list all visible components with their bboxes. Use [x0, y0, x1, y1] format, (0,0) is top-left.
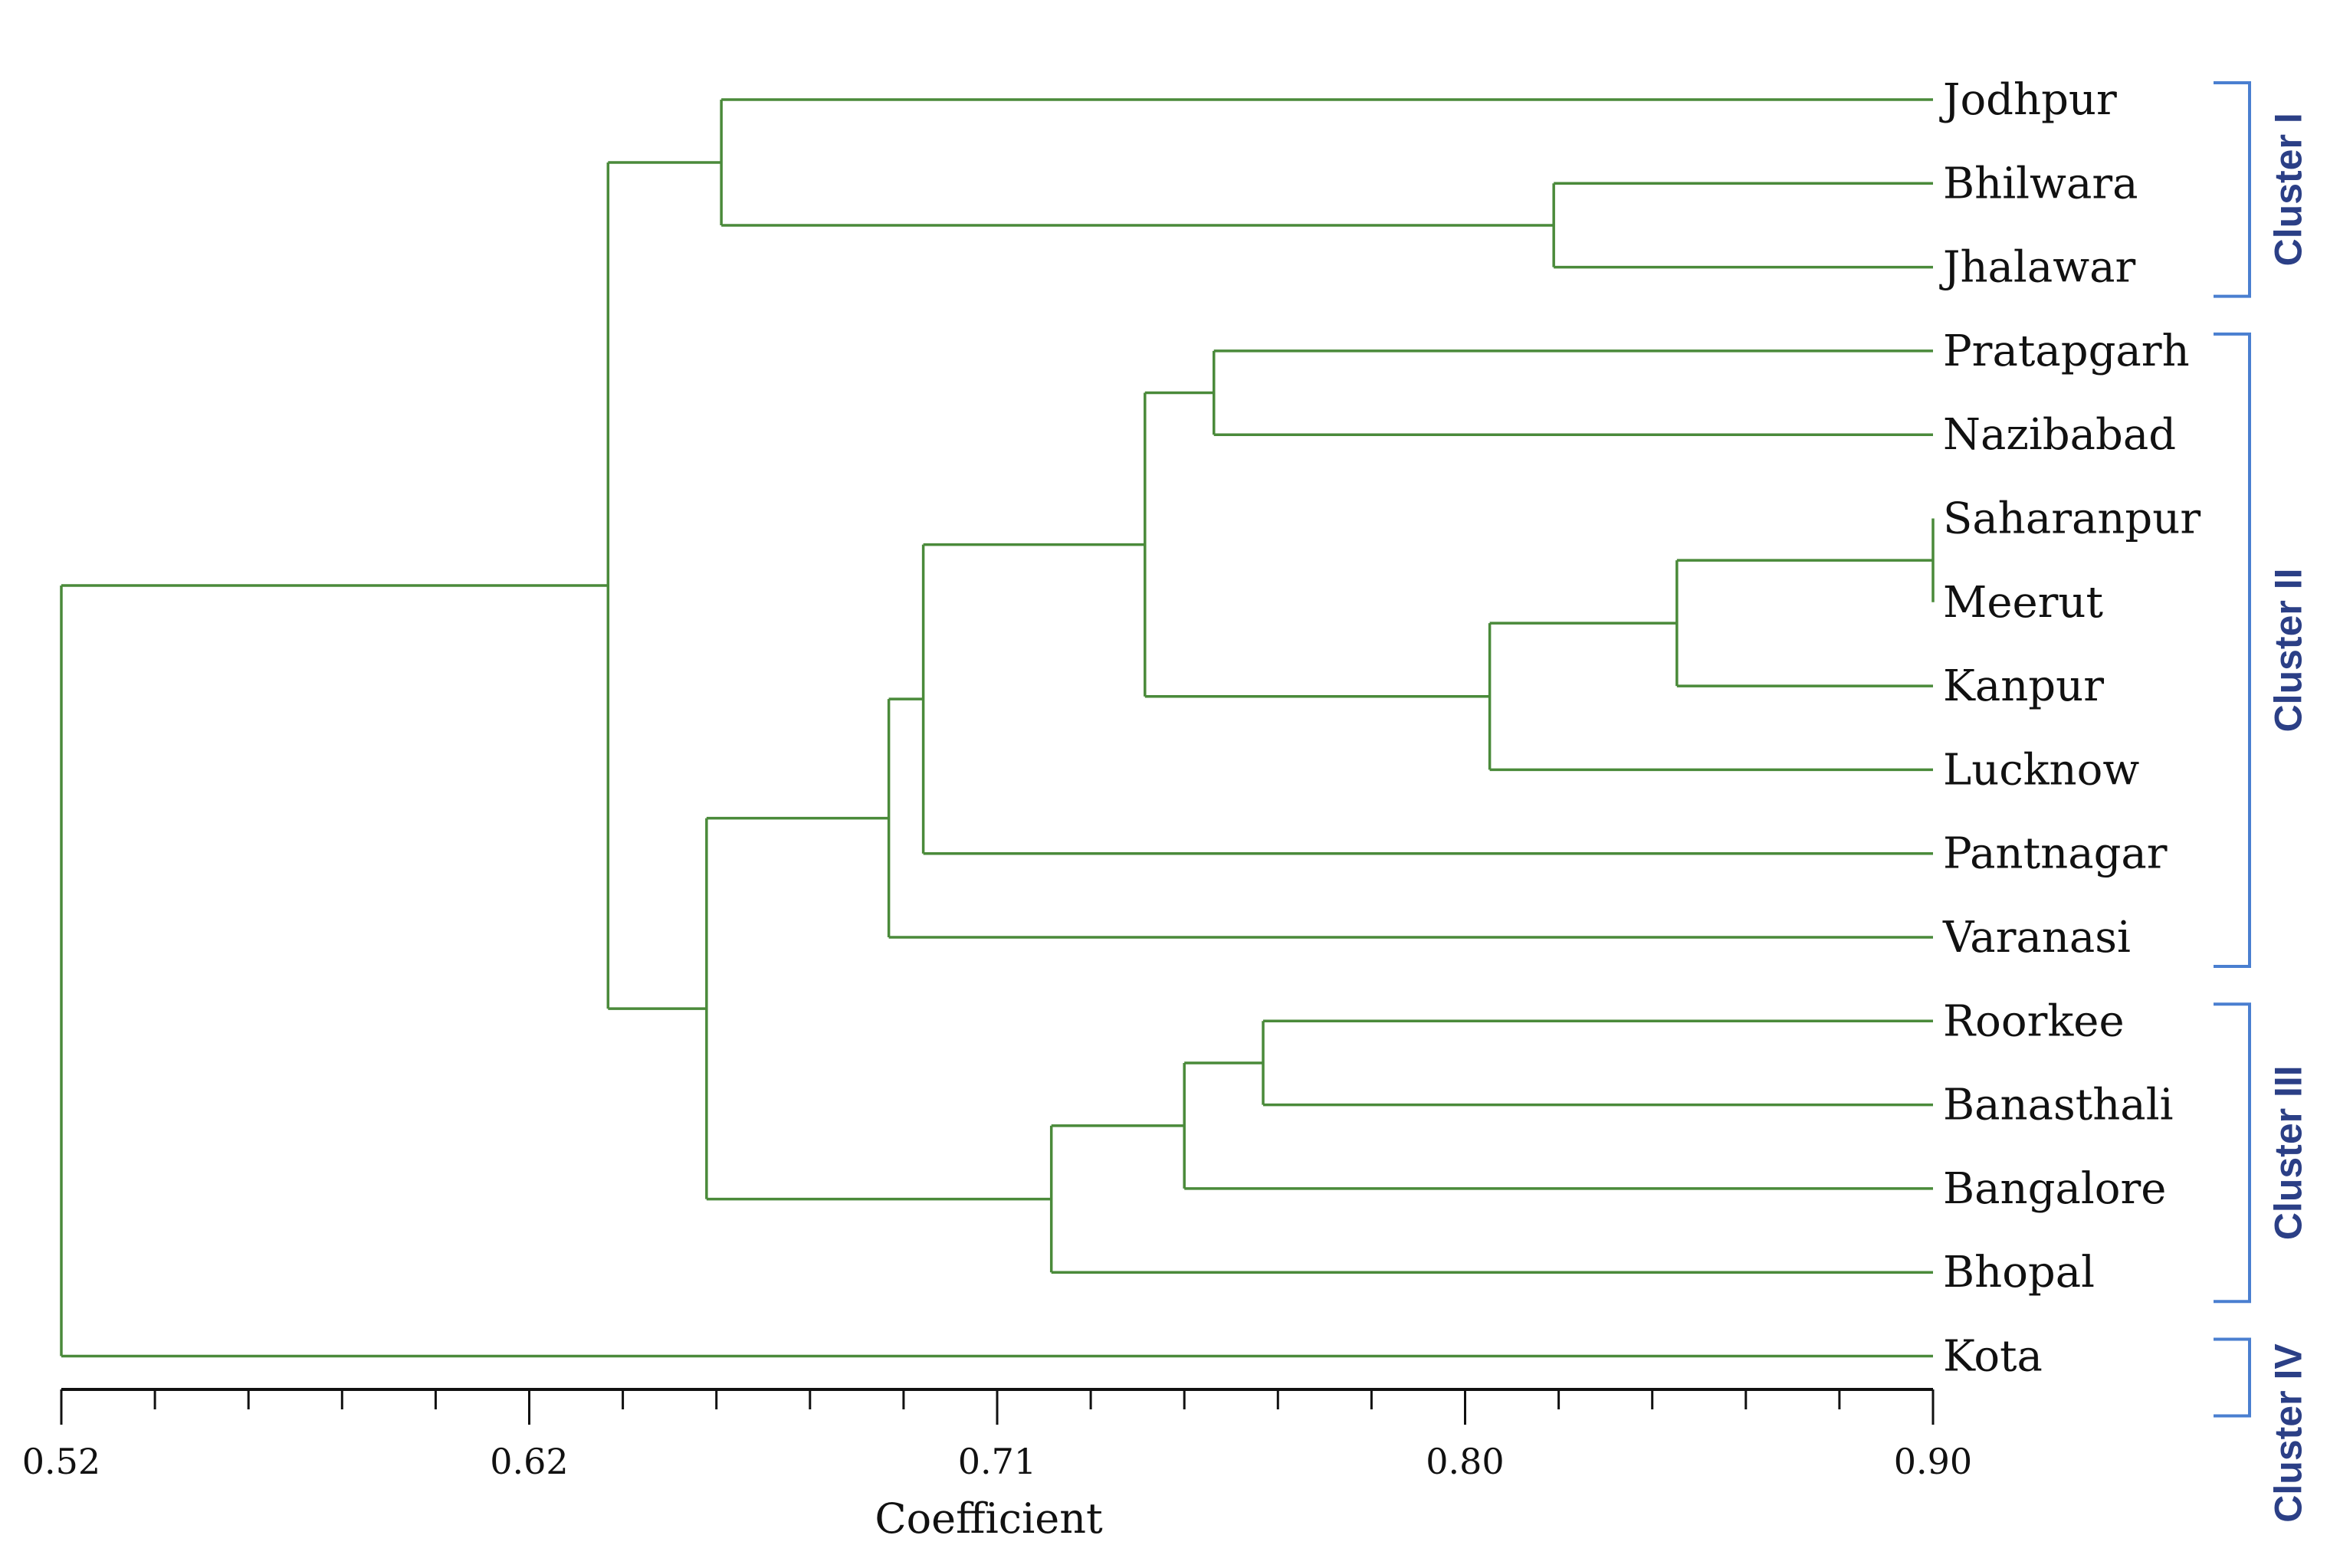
leaf-labels: Jodhpur Bhilwara Jhalawar Pratapgarh Nazibab…	[1939, 75, 2201, 1382]
cluster-label-4: Cluster IV	[2267, 1343, 2310, 1523]
leaf-label-banasthali: Banasthali	[1943, 1081, 2174, 1130]
cluster-bracket-2	[2214, 332, 2251, 968]
x-tick-label-0.71: 0.71	[958, 1441, 1036, 1482]
leaf-label-bangalore: Bangalore	[1943, 1164, 2166, 1214]
cluster-bracket-4	[2214, 1337, 2251, 1418]
cluster-brackets: Cluster I Cluster II Cluster III Cluster IV	[2214, 81, 2310, 1523]
cluster-bracket-3	[2214, 1002, 2251, 1304]
leaf-label-pantnagar: Pantnagar	[1943, 829, 2168, 879]
leaf-label-jhalawar: Jhalawar	[1939, 243, 2136, 293]
leaf-label-bhopal: Bhopal	[1943, 1248, 2095, 1297]
cluster-label-3: Cluster III	[2267, 1065, 2310, 1240]
dendrogram-branches	[60, 98, 1935, 1358]
leaf-label-nazibabad: Nazibabad	[1943, 410, 2176, 460]
leaf-label-saharanpur: Saharanpur	[1943, 494, 2201, 544]
leaf-label-roorkee: Roorkee	[1943, 996, 2125, 1046]
x-tick-label-0.52: 0.52	[22, 1441, 100, 1482]
leaf-label-meerut: Meerut	[1943, 578, 2103, 628]
leaf-label-lucknow: Lucknow	[1943, 745, 2139, 795]
leaf-label-kota: Kota	[1943, 1332, 2043, 1382]
x-axis-title: Coefficient	[875, 1494, 1103, 1543]
cluster-label-1: Cluster I	[2267, 113, 2310, 266]
cluster-bracket-1	[2214, 81, 2251, 298]
leaf-label-jodhpur: Jodhpur	[1939, 75, 2117, 125]
leaf-label-varanasi: Varanasi	[1942, 913, 2131, 963]
leaf-label-kanpur: Kanpur	[1943, 661, 2104, 711]
x-tick-label-0.80: 0.80	[1426, 1441, 1504, 1482]
x-tick-label-0.62: 0.62	[490, 1441, 568, 1482]
leaf-label-bhilwara: Bhilwara	[1943, 159, 2138, 208]
x-axis: 0.52 0.62 0.71 0.80 0.90	[22, 1388, 1972, 1482]
leaf-label-pratapgarh: Pratapgarh	[1943, 326, 2190, 376]
cluster-label-2: Cluster II	[2267, 568, 2310, 732]
x-tick-label-0.90: 0.90	[1894, 1441, 1972, 1482]
